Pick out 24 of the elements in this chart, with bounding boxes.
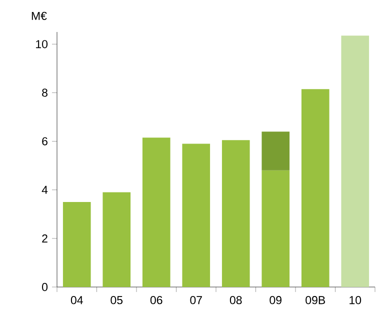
x-tick-label: 09B — [306, 296, 325, 304]
y-tick-label: 10 — [36, 40, 48, 48]
x-tick-label: 10 — [350, 296, 362, 304]
bar — [262, 132, 290, 170]
bar — [102, 192, 131, 287]
x-tick-label: 09 — [270, 296, 282, 304]
y-tick-label: 6 — [42, 137, 48, 146]
y-tick-label: 2 — [42, 234, 48, 242]
x-tick-label: 08 — [230, 296, 242, 304]
x-tick-label: 07 — [190, 296, 202, 304]
x-tick-label: 04 — [70, 296, 83, 304]
bar — [262, 170, 290, 287]
bar — [222, 140, 250, 287]
bar — [142, 138, 170, 287]
y-tick-label: 8 — [42, 88, 48, 97]
bar — [341, 36, 370, 287]
x-tick-label: 06 — [150, 296, 162, 304]
y-tick-label: 4 — [42, 186, 48, 194]
y-tick-label: 0 — [42, 282, 48, 292]
y-axis-title: M€ — [32, 12, 47, 20]
bar — [182, 144, 210, 287]
x-tick-label: 05 — [110, 296, 123, 304]
bar — [62, 202, 91, 287]
bar — [301, 89, 330, 287]
